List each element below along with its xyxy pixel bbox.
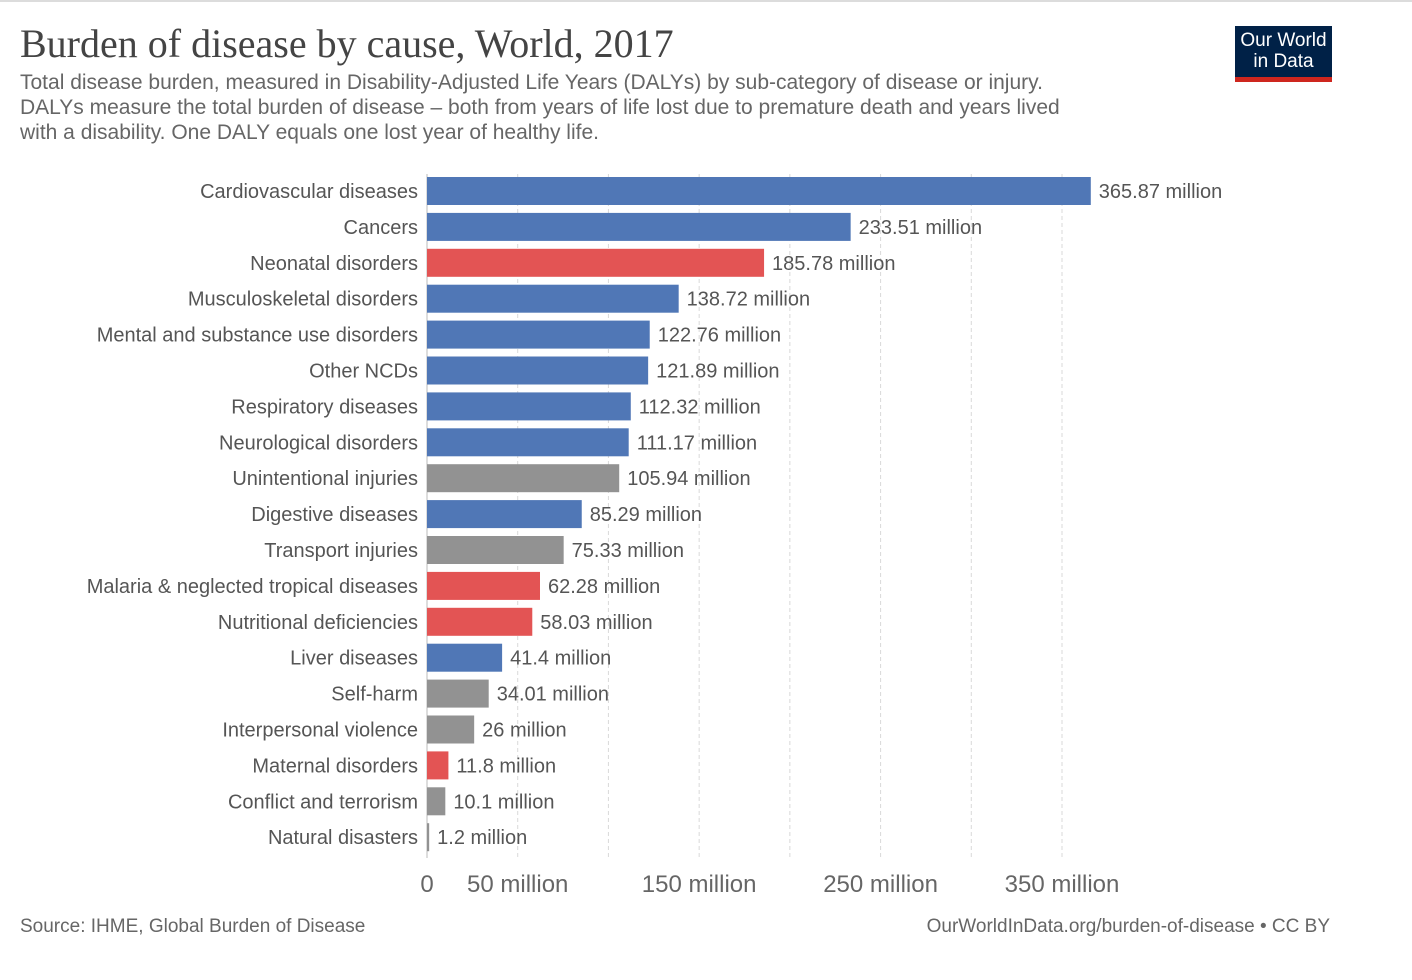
top-rule <box>0 0 1412 2</box>
value-label: 105.94 million <box>627 468 750 490</box>
category-label: Maternal disorders <box>252 755 418 777</box>
x-axis-ticks: 0 50 million 150 million 250 million 350 mil… <box>420 871 1119 898</box>
value-label: 121.89 million <box>656 361 779 383</box>
bars <box>427 177 1091 852</box>
x-tick-label: 50 million <box>467 871 568 898</box>
value-label: 11.8 million <box>456 755 556 777</box>
category-label: Malaria & neglected tropical diseases <box>87 576 418 598</box>
labels: Cardiovascular diseases 365.87 million Can… <box>87 181 1223 849</box>
bar[interactable] <box>427 715 475 744</box>
chart-subtitle: Total disease burden, measured in Disabi… <box>20 70 1200 145</box>
bar[interactable] <box>427 787 446 816</box>
subtitle-line-1: Total disease burden, measured in Disabi… <box>20 71 1043 94</box>
bar[interactable] <box>427 356 649 385</box>
category-label: Self-harm <box>331 684 418 706</box>
source-note: Source: IHME, Global Burden of Disease <box>20 916 366 937</box>
value-label: 1.2 million <box>437 827 527 849</box>
bar[interactable] <box>427 284 679 313</box>
value-label: 122.76 million <box>658 325 781 347</box>
bar[interactable] <box>427 751 449 780</box>
value-label: 75.33 million <box>572 540 684 562</box>
value-label: 233.51 million <box>859 217 982 239</box>
bar[interactable] <box>427 536 564 564</box>
bar[interactable] <box>427 428 629 457</box>
category-label: Cancers <box>344 217 418 239</box>
value-label: 185.78 million <box>772 253 895 275</box>
value-label: 34.01 million <box>497 684 609 706</box>
bar[interactable] <box>427 177 1091 205</box>
bar[interactable] <box>427 248 765 277</box>
bar[interactable] <box>427 571 540 600</box>
bar[interactable] <box>427 823 430 852</box>
category-label: Neurological disorders <box>219 432 418 454</box>
bar[interactable] <box>427 392 631 421</box>
bar[interactable] <box>427 212 851 241</box>
bar[interactable] <box>427 607 533 636</box>
value-label: 41.4 million <box>510 648 611 670</box>
chart-title: Burden of disease by cause, World, 2017 <box>20 21 674 66</box>
value-label: 85.29 million <box>590 504 702 526</box>
bar[interactable] <box>427 320 650 349</box>
category-label: Neonatal disorders <box>250 253 418 275</box>
bar[interactable] <box>427 500 582 529</box>
logo-line-1: Our World <box>1240 30 1327 51</box>
bar[interactable] <box>427 464 620 493</box>
category-label: Other NCDs <box>309 361 418 383</box>
category-label: Cardiovascular diseases <box>200 181 418 203</box>
category-label: Unintentional injuries <box>232 468 418 490</box>
category-label: Interpersonal violence <box>222 720 418 742</box>
value-label: 112.32 million <box>639 396 761 418</box>
value-label: 26 million <box>482 720 566 742</box>
value-label: 365.87 million <box>1099 181 1222 203</box>
category-label: Conflict and terrorism <box>228 791 418 813</box>
subtitle-line-3: with a disability. One DALY equals one l… <box>20 121 599 144</box>
category-label: Mental and substance use disorders <box>97 325 418 347</box>
logo-line-2: in Data <box>1253 51 1314 72</box>
bar[interactable] <box>427 643 503 672</box>
value-label: 111.17 million <box>637 432 757 454</box>
category-label: Liver diseases <box>290 648 418 670</box>
owid-logo[interactable]: Our World in Data <box>1235 26 1332 82</box>
value-label: 10.1 million <box>453 791 554 813</box>
category-label: Digestive diseases <box>251 504 418 526</box>
category-label: Transport injuries <box>264 540 418 562</box>
x-tick-label: 150 million <box>642 871 757 898</box>
value-label: 62.28 million <box>548 576 660 598</box>
x-tick-label: 0 <box>420 871 433 898</box>
source-link[interactable]: OurWorldInData.org/burden-of-disease • C… <box>926 916 1330 937</box>
x-tick-label: 350 million <box>1005 871 1120 898</box>
subtitle-line-2: DALYs measure the total burden of diseas… <box>20 96 1060 119</box>
category-label: Respiratory diseases <box>231 396 418 418</box>
bar[interactable] <box>427 679 489 708</box>
value-label: 58.03 million <box>540 612 652 634</box>
value-label: 138.72 million <box>687 289 810 311</box>
x-tick-label: 250 million <box>823 871 938 898</box>
category-label: Natural disasters <box>268 827 418 849</box>
category-label: Nutritional deficiencies <box>218 612 418 634</box>
category-label: Musculoskeletal disorders <box>188 289 418 311</box>
